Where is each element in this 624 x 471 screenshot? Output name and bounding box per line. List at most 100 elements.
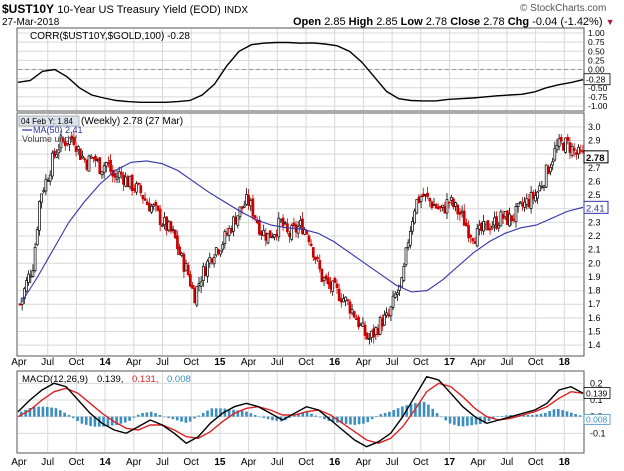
- x-tick-label: Oct: [413, 357, 429, 368]
- candle-body: [380, 318, 384, 327]
- candle-body: [59, 135, 63, 149]
- candle-body: [355, 318, 358, 320]
- tooltip-text: 04 Feb Y: 1.84: [21, 117, 73, 126]
- candle-body: [27, 273, 30, 283]
- chg-label: Chg: [507, 16, 530, 28]
- macd-histogram-bar: [314, 415, 318, 417]
- candle-body: [486, 220, 490, 231]
- y-tick-label: 0.75: [588, 37, 605, 47]
- candle-body: [154, 201, 158, 206]
- macd-histogram-bar: [132, 416, 136, 418]
- candle-body: [361, 322, 365, 327]
- candle-body: [247, 194, 250, 206]
- candle-body: [378, 317, 382, 335]
- x-tick-label: 17: [444, 357, 456, 368]
- candle-body: [577, 147, 580, 155]
- macd-histogram-bar: [240, 410, 244, 417]
- candle-body: [469, 234, 473, 238]
- candle-body: [279, 219, 283, 222]
- high-value: 2.85: [376, 16, 398, 28]
- candle-body: [236, 215, 240, 226]
- close-value-box: [583, 150, 609, 164]
- macd-histogram-bar: [128, 416, 131, 421]
- candle-body: [270, 236, 274, 239]
- macd-histogram-bar: [418, 402, 422, 417]
- macd-histogram-bar: [466, 416, 469, 426]
- macd-histogram-bar: [552, 409, 556, 417]
- candle-body: [374, 327, 378, 335]
- candle-body: [566, 136, 570, 142]
- candle-body: [171, 229, 175, 231]
- candle-body: [109, 159, 112, 172]
- candle-body: [169, 221, 173, 232]
- y-tick-label: 1.7: [588, 299, 601, 309]
- candle-body: [197, 283, 201, 287]
- y-tick-label: -0.75: [588, 92, 608, 102]
- candle-body: [124, 176, 128, 187]
- macd-histogram-bar: [41, 406, 45, 417]
- macd-panel: [16, 370, 585, 454]
- macd-histogram-bar: [175, 416, 179, 421]
- macd-histogram-bar: [574, 413, 577, 417]
- macd-value-box: [583, 387, 611, 399]
- ma-value-label: 2.41: [586, 203, 605, 214]
- macd-histogram-bar: [297, 413, 300, 417]
- candle-body: [372, 328, 376, 338]
- candle-body: [173, 229, 177, 239]
- candle-body: [454, 202, 457, 207]
- y-tick-label: 1.6: [588, 313, 601, 323]
- candle-body: [115, 176, 119, 180]
- candle-body: [557, 138, 561, 147]
- candle-body: [74, 146, 78, 152]
- y-tick-label: 2.1: [588, 245, 601, 255]
- candle-body: [549, 166, 552, 173]
- macd-histogram-bar: [292, 415, 296, 417]
- candle-body: [350, 309, 354, 314]
- candle-body: [348, 301, 352, 314]
- macd-histogram-bar: [253, 415, 257, 417]
- candle-body: [475, 228, 479, 247]
- macd-histogram-bar: [89, 416, 92, 427]
- macd-histogram-bar: [184, 416, 188, 423]
- macd-histogram-bar: [379, 414, 383, 417]
- candle-body: [331, 280, 335, 292]
- candle-body: [510, 215, 514, 222]
- candle-body: [150, 205, 153, 213]
- candle-body: [193, 288, 197, 304]
- candle-body: [434, 204, 438, 209]
- candle-body: [128, 175, 132, 188]
- y-tick-label: 2.3: [588, 217, 601, 227]
- macd-histogram-bar: [483, 416, 486, 424]
- chart-date: 27-Mar-2018: [2, 17, 60, 28]
- candle-body: [534, 195, 537, 202]
- candle-body: [437, 206, 440, 210]
- y-tick-label: 1.5: [588, 327, 601, 337]
- candle-body: [417, 196, 421, 203]
- candle-body: [301, 218, 304, 235]
- candle-body: [100, 171, 104, 176]
- macd-histogram-bar: [206, 410, 209, 417]
- candle-body: [458, 211, 462, 215]
- macd-histogram-bar: [457, 416, 461, 426]
- candle-body: [424, 194, 427, 196]
- candle-body: [467, 225, 470, 239]
- symbol-name: 10-Year US Treasury Yield (EOD): [57, 4, 221, 16]
- y-tick-label: 0.25: [588, 55, 605, 65]
- macd-histogram-bar: [193, 416, 196, 419]
- candle-body: [186, 264, 190, 275]
- macd-histogram-bar: [154, 413, 157, 417]
- y-tick-label: 3.0: [588, 122, 601, 132]
- low-value: 2.78: [425, 16, 448, 28]
- candle-body: [40, 193, 43, 203]
- macd-histogram-bar: [440, 416, 443, 418]
- candle-body: [389, 306, 393, 317]
- candle-body: [217, 249, 220, 254]
- macd-histogram-bar: [50, 407, 53, 417]
- candle-body: [309, 243, 313, 247]
- symbol: $UST10Y: [2, 2, 55, 16]
- macd-histogram-bar: [305, 411, 309, 417]
- candle-body: [152, 204, 156, 207]
- macd-histogram-bar: [136, 414, 140, 417]
- candle-body: [48, 174, 52, 182]
- candle-body: [426, 192, 429, 197]
